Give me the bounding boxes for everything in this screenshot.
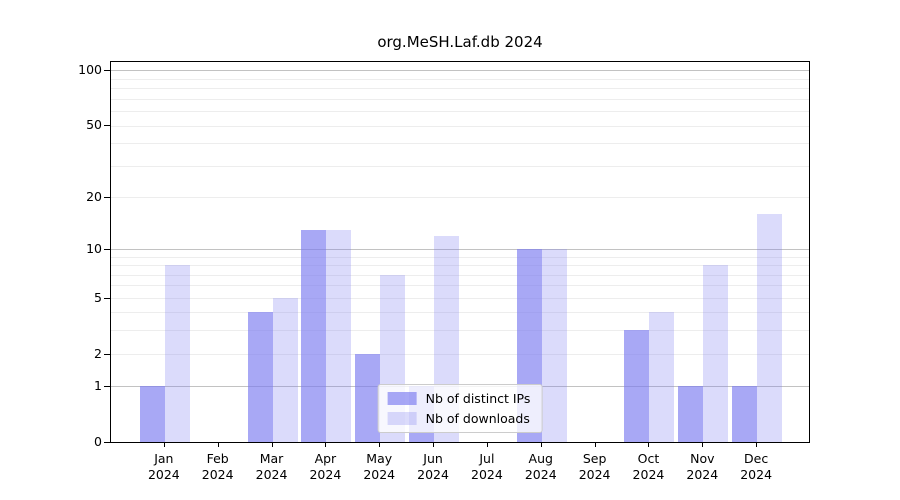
bar-distinct-ips-oct-2024	[624, 330, 650, 442]
bar-distinct-ips-nov-2024	[678, 386, 704, 442]
x-tick-mark	[217, 443, 219, 447]
bar-downloads-oct-2024	[649, 312, 675, 442]
y-tick-mark	[104, 353, 110, 355]
legend-swatch-distinct-ips	[387, 392, 417, 405]
legend-item-distinct-ips: Nb of distinct IPs	[387, 391, 531, 406]
x-tick-mark	[486, 443, 488, 447]
gridline-minor	[111, 274, 809, 276]
bar-distinct-ips-mar-2024	[247, 312, 273, 442]
y-tick-mark	[104, 248, 110, 250]
x-tick-label: Nov 2024	[686, 451, 719, 482]
x-tick-mark	[540, 443, 542, 447]
x-tick-mark	[379, 443, 381, 447]
gridline-minor	[111, 125, 809, 127]
x-tick-label: Feb 2024	[201, 451, 234, 482]
x-tick-label: Dec 2024	[740, 451, 773, 482]
bar-downloads-aug-2024	[541, 248, 567, 442]
gridline-minor	[111, 78, 809, 80]
legend-label-downloads: Nb of downloads	[425, 411, 530, 426]
plot-area: Nb of distinct IPs Nb of downloads	[110, 61, 810, 443]
gridline-minor	[111, 353, 809, 355]
x-tick-label: Apr 2024	[309, 451, 342, 482]
y-tick-mark	[104, 70, 110, 72]
gridline-minor	[111, 98, 809, 100]
y-tick-label: 20	[86, 188, 102, 204]
x-tick-label: Sep 2024	[578, 451, 611, 482]
bar-distinct-ips-apr-2024	[301, 229, 327, 442]
x-tick-mark	[271, 443, 273, 447]
y-tick-label: 2	[94, 345, 102, 361]
gridline-minor	[111, 285, 809, 287]
y-tick-mark	[104, 196, 110, 198]
bar-downloads-mar-2024	[272, 297, 298, 442]
x-tick-mark	[433, 443, 435, 447]
y-tick-label: 0	[94, 434, 102, 449]
x-tick-mark	[648, 443, 650, 447]
bar-distinct-ips-may-2024	[355, 353, 381, 442]
gridline-minor	[111, 165, 809, 167]
legend-swatch-downloads	[387, 412, 417, 425]
y-tick-mark	[104, 386, 110, 388]
legend: Nb of distinct IPs Nb of downloads	[377, 384, 543, 433]
x-tick-mark	[325, 443, 327, 447]
gridline-minor	[111, 143, 809, 145]
gridline-minor	[111, 256, 809, 258]
gridline-minor	[111, 330, 809, 332]
x-tick-label: Mar 2024	[255, 451, 288, 482]
x-tick-label: Jul 2024	[471, 451, 503, 482]
bar-downloads-apr-2024	[326, 229, 352, 442]
y-tick-label: 5	[94, 289, 102, 305]
bar-downloads-dec-2024	[757, 213, 783, 442]
x-tick-mark	[594, 443, 596, 447]
gridline-minor	[111, 312, 809, 314]
x-tick-label: Oct 2024	[632, 451, 665, 482]
chart-title: org.MeSH.Laf.db 2024	[377, 33, 543, 51]
legend-label-distinct-ips: Nb of distinct IPs	[425, 391, 531, 406]
x-tick-label: Jan 2024	[147, 451, 180, 482]
y-tick-label: 1	[94, 378, 102, 394]
bar-distinct-ips-jan-2024	[139, 386, 165, 442]
y-tick-mark	[104, 442, 110, 443]
bar-downloads-nov-2024	[703, 265, 729, 442]
x-tick-mark	[756, 443, 758, 447]
y-tick-label: 100	[78, 62, 102, 78]
x-tick-label: Aug 2024	[524, 451, 557, 482]
x-tick-label: May 2024	[363, 451, 396, 482]
y-tick-label: 50	[86, 117, 102, 133]
y-tick-label: 10	[86, 240, 102, 256]
legend-item-downloads: Nb of downloads	[387, 411, 531, 426]
gridline-minor	[111, 297, 809, 299]
gridline-minor	[111, 265, 809, 267]
y-tick-mark	[104, 297, 110, 299]
gridline-minor	[111, 88, 809, 90]
gridline-major	[111, 248, 809, 250]
gridline-major	[111, 70, 809, 72]
bar-distinct-ips-dec-2024	[732, 386, 758, 442]
y-tick-mark	[104, 125, 110, 127]
gridline-minor	[111, 196, 809, 198]
x-tick-mark	[163, 443, 165, 447]
x-tick-mark	[702, 443, 704, 447]
gridline-minor	[111, 111, 809, 113]
bar-downloads-jan-2024	[164, 265, 190, 442]
x-tick-label: Jun 2024	[417, 451, 449, 482]
